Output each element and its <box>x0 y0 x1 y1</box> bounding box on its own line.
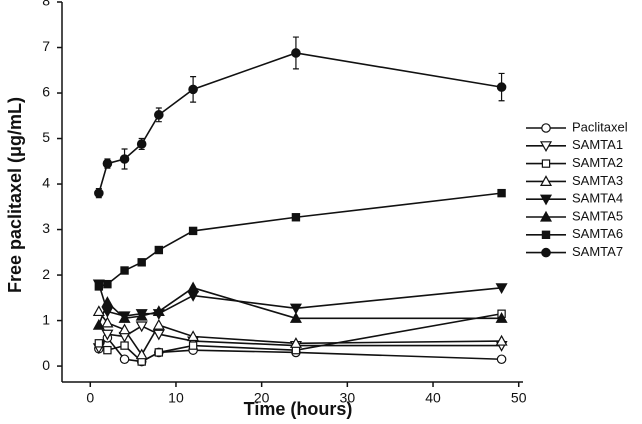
marker <box>94 282 104 291</box>
legend-label: SAMTA5 <box>572 208 623 223</box>
y-tick-label: 3 <box>42 220 50 236</box>
marker <box>135 348 148 360</box>
series-line <box>98 192 502 288</box>
legend-label: SAMTA3 <box>572 173 623 188</box>
marker <box>120 341 129 350</box>
legend-label: SAMTA6 <box>572 226 623 241</box>
marker <box>154 245 164 255</box>
legend-label: SAMTA1 <box>572 137 623 152</box>
marker <box>135 321 148 333</box>
x-tick-label: 20 <box>254 390 270 406</box>
legend-marker <box>541 159 551 168</box>
marker <box>187 281 200 293</box>
legend-marker <box>541 123 551 133</box>
marker <box>119 354 130 365</box>
marker <box>152 329 165 341</box>
legend-marker <box>539 141 553 153</box>
marker <box>103 345 112 355</box>
marker <box>496 82 507 92</box>
marker <box>497 188 506 198</box>
marker <box>92 305 105 317</box>
marker <box>94 188 104 198</box>
marker <box>101 296 114 307</box>
y-tick-label: 2 <box>42 266 50 282</box>
legend-label: SAMTA4 <box>572 191 623 206</box>
marker <box>495 334 508 346</box>
y-axis-title: Free paclitaxel (μg/mL) <box>5 97 25 293</box>
x-tick-label: 50 <box>511 390 527 406</box>
legend-label: SAMTA2 <box>572 155 623 170</box>
marker <box>289 303 302 315</box>
marker <box>118 312 131 323</box>
marker <box>291 213 301 222</box>
marker <box>94 339 104 348</box>
marker <box>289 337 302 348</box>
marker <box>495 283 508 295</box>
legend-marker <box>541 230 551 239</box>
y-tick-label: 5 <box>42 129 50 145</box>
y-tick-label: 6 <box>42 84 50 100</box>
marker <box>101 329 114 341</box>
x-tick-label: 40 <box>425 390 441 406</box>
legend-marker <box>541 247 551 258</box>
marker <box>103 279 112 289</box>
marker <box>136 139 147 149</box>
x-axis-title: Time (hours) <box>244 399 353 419</box>
marker <box>154 348 164 357</box>
marker <box>495 312 508 323</box>
marker <box>152 305 165 317</box>
legend-marker <box>539 175 553 186</box>
marker <box>101 316 114 328</box>
marker <box>154 110 164 120</box>
legend-marker <box>539 194 553 206</box>
y-tick-label: 4 <box>42 175 50 191</box>
marker <box>291 48 301 58</box>
y-tick-label: 0 <box>42 357 50 373</box>
marker <box>102 158 113 169</box>
marker <box>137 258 146 267</box>
series-line <box>98 52 502 194</box>
x-tick-label: 10 <box>168 390 184 406</box>
marker <box>496 354 507 365</box>
x-tick-label: 0 <box>86 390 94 406</box>
y-tick-label: 1 <box>42 311 50 327</box>
marker <box>188 341 198 350</box>
marker <box>152 318 165 330</box>
marker <box>135 309 148 321</box>
y-tick-label: 7 <box>42 38 50 54</box>
legend-marker <box>539 210 553 222</box>
marker <box>92 318 105 330</box>
marker <box>289 312 302 323</box>
marker <box>188 84 198 95</box>
marker <box>101 306 114 318</box>
marker <box>120 266 129 275</box>
y-tick-label: 8 <box>42 0 50 9</box>
marker <box>187 330 200 342</box>
legend-label: SAMTA7 <box>572 244 623 259</box>
marker <box>188 226 198 236</box>
marker <box>119 154 130 164</box>
legend-label: Paclitaxel <box>572 119 628 134</box>
x-tick-label: 30 <box>340 390 356 406</box>
marker <box>118 323 131 335</box>
